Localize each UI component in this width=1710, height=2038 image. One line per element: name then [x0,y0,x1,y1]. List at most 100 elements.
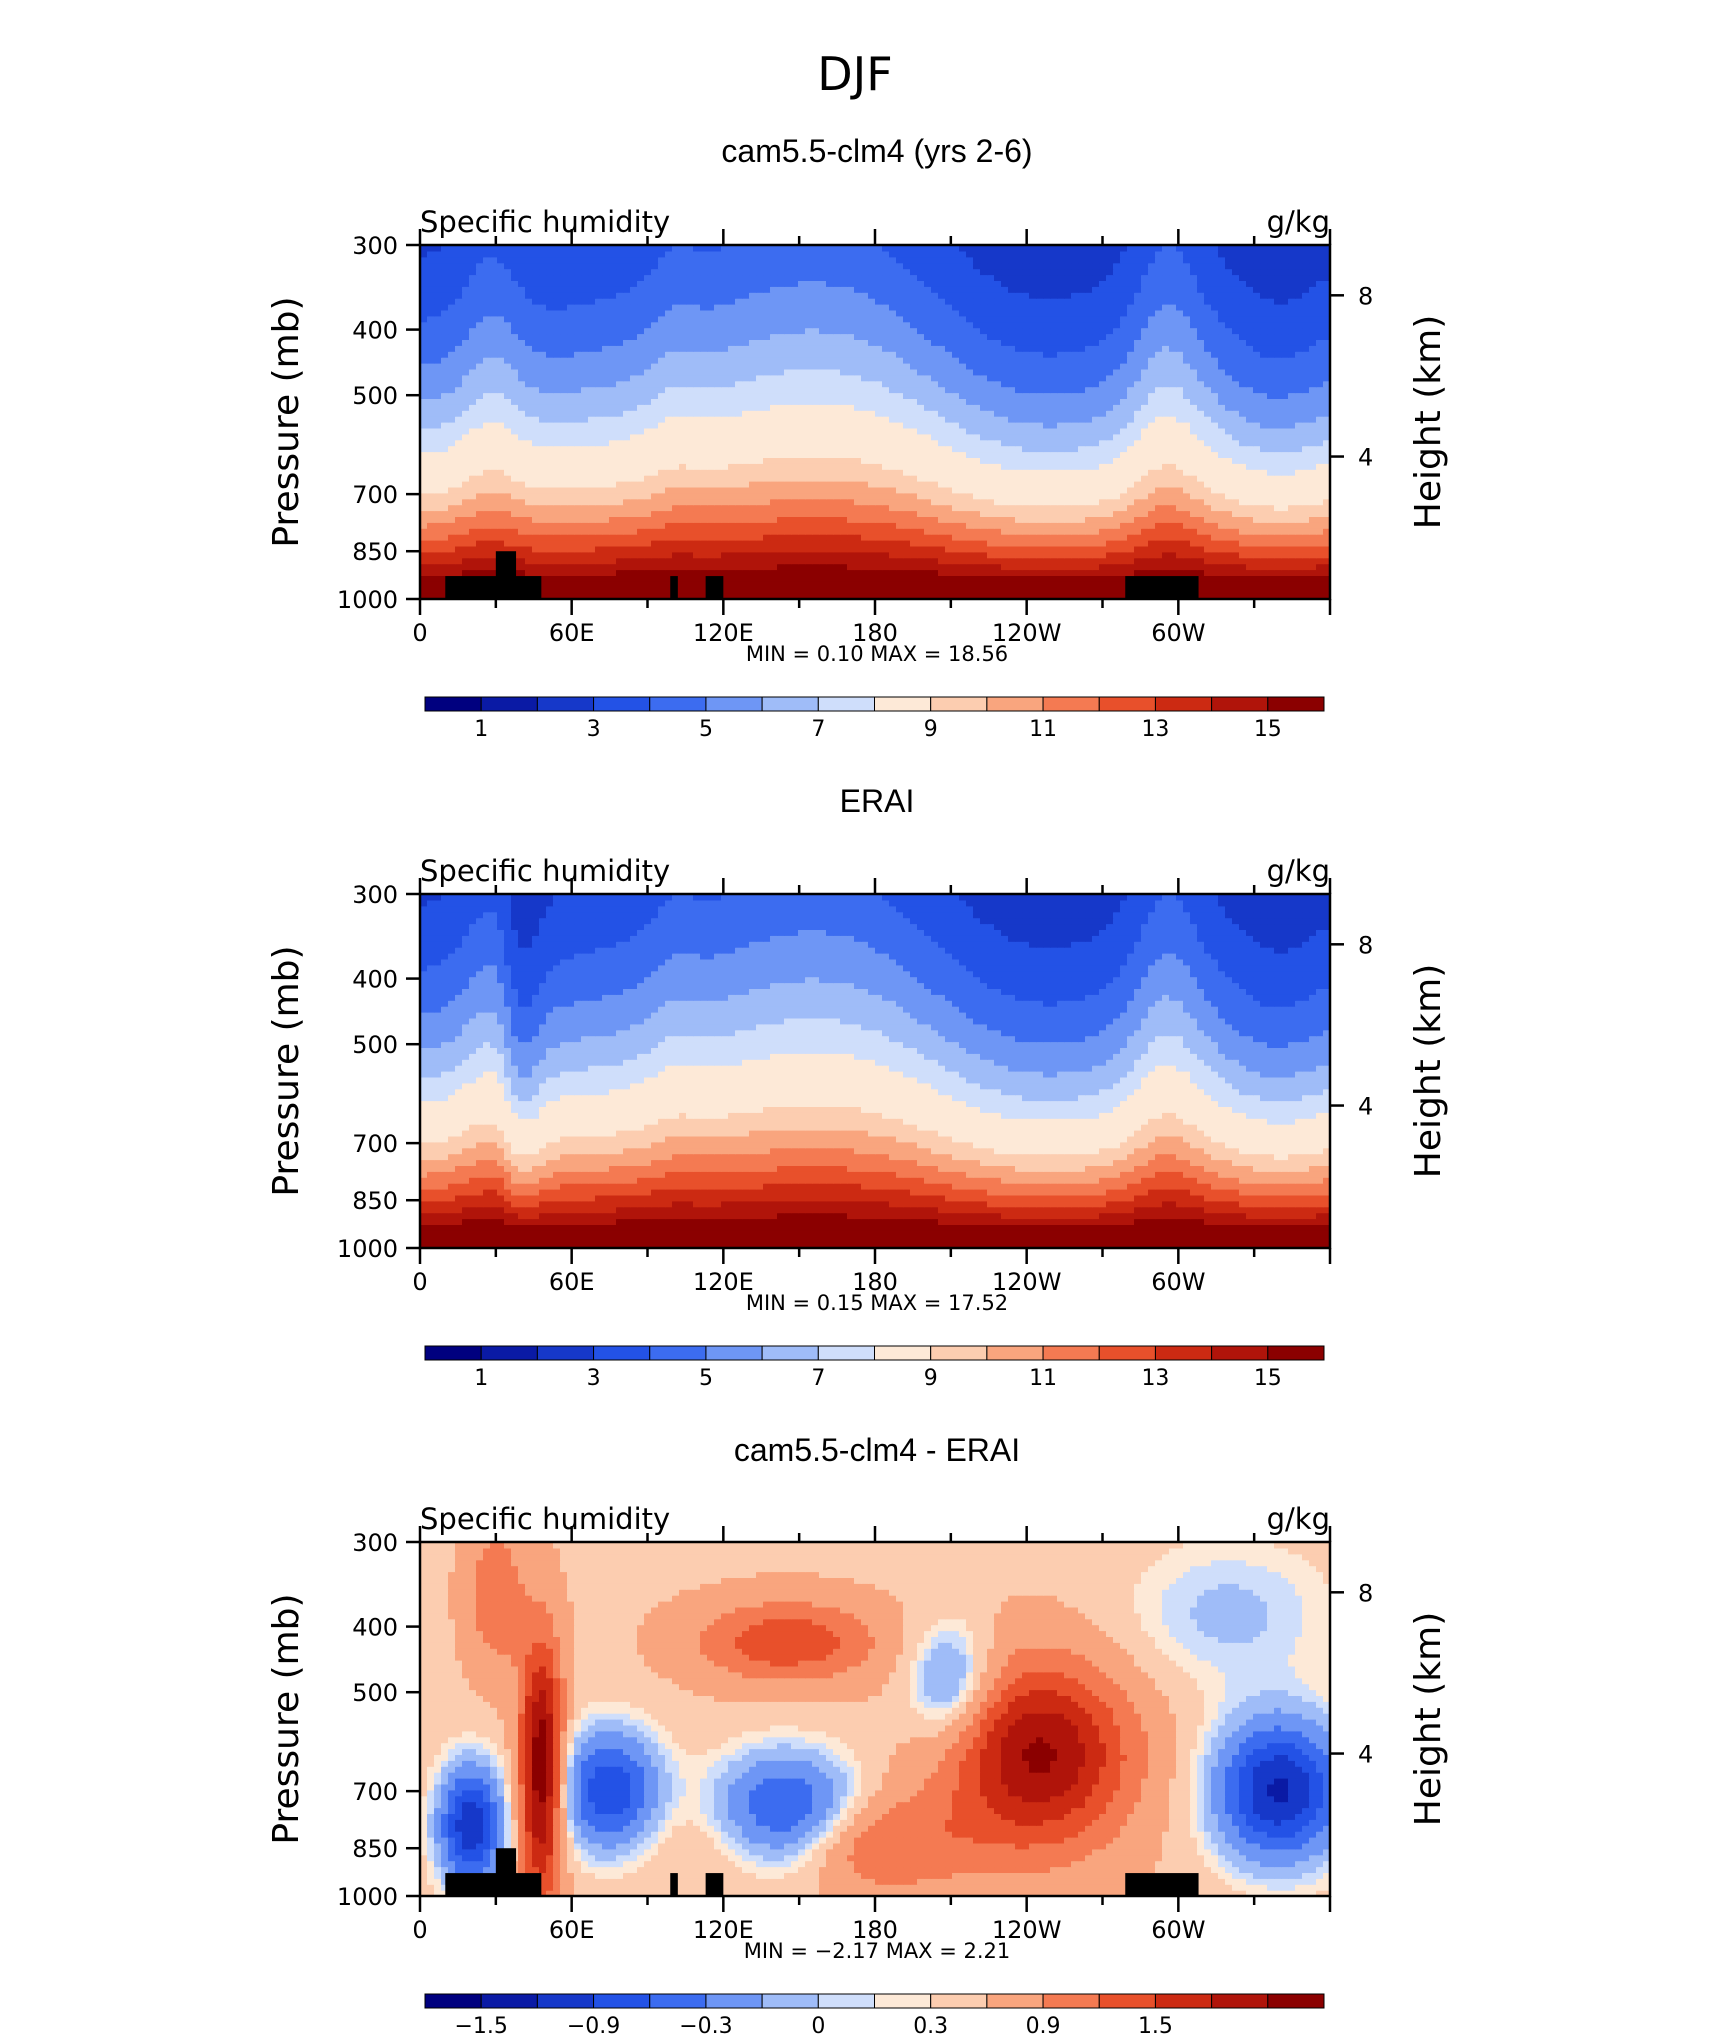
contour-cell [742,440,750,447]
contour-cell [945,505,953,512]
contour-cell [1316,487,1324,494]
contour-cell [483,540,491,547]
contour-cell [819,581,827,588]
contour-cell [1274,511,1282,518]
contour-cell [910,575,918,582]
contour-cell [896,381,904,388]
contour-cell [609,505,617,512]
contour-cell [1001,381,1009,388]
contour-cell [448,457,456,464]
contour-cell [567,493,575,500]
contour-cell [854,452,862,459]
contour-cell [602,404,610,411]
contour-cell [819,457,827,464]
contour-cell [1141,481,1149,488]
contour-cell [917,540,925,547]
contour-cell [1001,422,1009,429]
contour-cell [889,516,897,523]
contour-cell [1260,558,1268,565]
contour-cell [539,393,547,400]
contour-cell [1008,522,1016,529]
contour-cell [1295,481,1303,488]
contour-cell [819,381,827,388]
contour-cell [854,552,862,559]
contour-cell [483,528,491,535]
contour-cell [1008,475,1016,482]
contour-cell [889,546,897,553]
contour-cell [1162,475,1170,482]
contour-cell [791,457,799,464]
contour-cell [469,387,477,394]
contour-cell [903,511,911,518]
contour-cell [497,540,505,547]
contour-cell [931,440,939,447]
contour-cell [1302,452,1310,459]
contour-cell [896,487,904,494]
contour-cell [462,511,470,518]
contour-cell [490,398,498,405]
contour-cell [826,587,834,594]
contour-cell [616,575,624,582]
contour-cell [714,516,722,523]
contour-cell [924,528,932,535]
contour-cell [742,511,750,518]
contour-cell [1099,381,1107,388]
contour-cell [1036,457,1044,464]
contour-cell [728,499,736,506]
contour-cell [1001,393,1009,400]
contour-cell [455,416,463,423]
contour-cell [1099,481,1107,488]
contour-cell [1232,528,1240,535]
contour-cell [434,475,442,482]
contour-cell [812,575,820,582]
contour-cell [630,487,638,494]
contour-cell [1302,463,1310,470]
contour-cell [686,570,694,577]
contour-cell [1155,416,1163,423]
contour-cell [1295,540,1303,547]
contour-cell [1120,540,1128,547]
contour-cell [889,540,897,547]
contour-cell [1099,457,1107,464]
contour-cell [987,422,995,429]
contour-cell [994,416,1002,423]
contour-cell [483,570,491,577]
contour-cell [910,493,918,500]
contour-cell [553,452,561,459]
contour-cell [455,375,463,382]
contour-cell [1085,398,1093,405]
contour-cell [1183,540,1191,547]
contour-cell [1246,493,1254,500]
contour-cell [861,546,869,553]
contour-cell [1022,428,1030,435]
contour-cell [469,558,477,565]
contour-cell [756,552,764,559]
contour-cell [833,528,841,535]
contour-cell [1288,546,1296,553]
contour-cell [490,369,498,376]
contour-cell [483,404,491,411]
contour-cell [889,410,897,417]
contour-cell [777,481,785,488]
contour-cell [490,422,498,429]
contour-cell [693,511,701,518]
contour-cell [546,522,554,529]
contour-cell [1099,434,1107,441]
contour-cell [861,534,869,541]
contour-cell [1001,475,1009,482]
contour-cell [504,457,512,464]
contour-cell [735,475,743,482]
contour-cell [539,457,547,464]
contour-cell [1113,505,1121,512]
contour-cell [469,528,477,535]
contour-cell [525,404,533,411]
contour-cell [1134,410,1142,417]
contour-cell [896,446,904,453]
contour-cell [868,457,876,464]
contour-cell [910,381,918,388]
contour-cell [441,446,449,453]
contour-cell [791,446,799,453]
contour-cell [448,499,456,506]
contour-cell [644,534,652,541]
contour-cell [1176,516,1184,523]
